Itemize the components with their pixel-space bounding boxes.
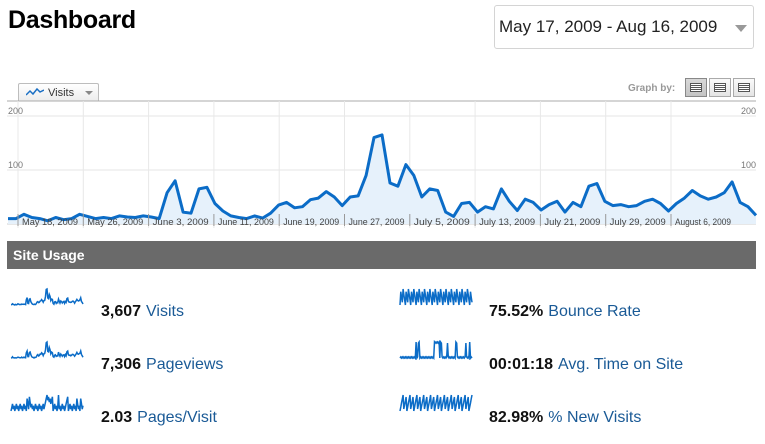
metric-selector-label: Visits xyxy=(48,87,75,99)
site-usage-header: Site Usage xyxy=(7,241,756,269)
chevron-down-icon[interactable] xyxy=(735,25,747,32)
metric-value: 82.98% xyxy=(489,409,544,426)
metric-value: 3,607 xyxy=(101,303,142,320)
y-tick-label-right: 200 xyxy=(741,106,756,116)
metric-value: 75.52% xyxy=(489,303,544,320)
metric-selector[interactable]: Visits xyxy=(18,83,99,101)
metric-value: 2.03 xyxy=(101,409,133,426)
x-tick-label: July 5, 2009 xyxy=(414,217,470,227)
list-icon xyxy=(690,83,702,92)
visits-chart: 200 200 100 100 May 18, 2009 May 26, 2009 June… xyxy=(7,100,758,228)
pageviews-sparkline xyxy=(10,340,84,359)
metric-value: 7,306 xyxy=(101,356,142,373)
x-tick-label: July 29, 2009 xyxy=(610,217,666,227)
metric-label[interactable]: Visits xyxy=(146,303,184,320)
site-usage-title: Site Usage xyxy=(13,247,85,263)
date-range-label: May 17, 2009 - Aug 16, 2009 xyxy=(499,17,718,36)
line-chart-icon xyxy=(26,87,44,96)
graph-by-week-button[interactable] xyxy=(709,78,731,97)
list-icon xyxy=(738,83,750,92)
x-tick-label: June 27, 2009 xyxy=(349,217,405,227)
x-tick-label: May 26, 2009 xyxy=(87,217,143,227)
pages-per-visit-metric: 2.03 Pages/Visit xyxy=(101,409,217,433)
list-icon xyxy=(714,83,726,92)
pages-per-visit-sparkline xyxy=(10,394,84,412)
graph-by-day-button[interactable] xyxy=(685,78,707,97)
date-range-picker[interactable]: May 17, 2009 - Aug 16, 2009 xyxy=(494,5,754,49)
x-tick-label: July 21, 2009 xyxy=(544,217,600,227)
visits-line xyxy=(8,133,758,223)
x-tick-label: June 19, 2009 xyxy=(283,217,339,227)
new-visits-metric: 82.98%% New Visits xyxy=(489,409,641,433)
x-tick-label: June 11, 2009 xyxy=(218,217,274,227)
bounce-rate-sparkline xyxy=(399,288,473,306)
x-tick-label: June 3, 2009 xyxy=(153,217,209,227)
y-tick-label-left: 100 xyxy=(8,160,23,170)
metric-label[interactable]: Bounce Rate xyxy=(548,303,641,320)
avg-time-on-site-sparkline xyxy=(399,340,473,360)
visits-sparkline xyxy=(11,287,84,306)
graph-by-month-button[interactable] xyxy=(733,78,755,97)
metric-label[interactable]: % New Visits xyxy=(548,409,642,426)
x-tick-label: May 18, 2009 xyxy=(22,217,78,227)
x-tick-label: August 6, 2009 xyxy=(675,217,731,227)
visits-metric: 3,607 Visits xyxy=(101,303,184,327)
y-tick-label-left: 200 xyxy=(8,106,23,116)
pageviews-metric: 7,306 Pageviews xyxy=(101,356,223,380)
metric-label[interactable]: Pageviews xyxy=(146,356,224,373)
metric-value: 00:01:18 xyxy=(489,356,554,373)
x-tick-label: July 13, 2009 xyxy=(479,217,535,227)
visits-area-fill xyxy=(8,134,756,224)
page-title: Dashboard xyxy=(8,6,136,34)
bounce-rate-metric: 75.52% Bounce Rate xyxy=(489,303,641,327)
metric-label[interactable]: Pages/Visit xyxy=(137,409,217,426)
y-tick-label-right: 100 xyxy=(741,160,756,170)
chevron-down-icon xyxy=(85,91,93,95)
metric-label[interactable]: Avg. Time on Site xyxy=(558,356,684,373)
avg-time-on-site-metric: 00:01:18 Avg. Time on Site xyxy=(489,356,683,380)
new-visits-sparkline xyxy=(399,394,473,412)
graph-by-label: Graph by: xyxy=(628,83,676,94)
